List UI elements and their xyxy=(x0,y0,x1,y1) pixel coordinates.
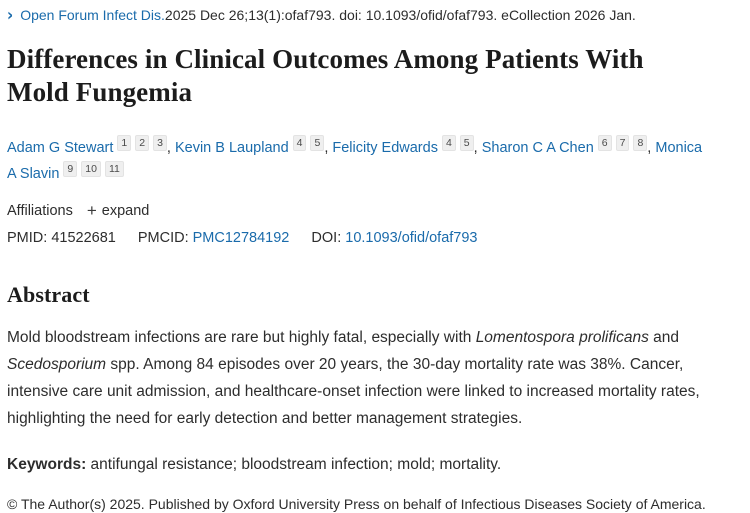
abstract-text-segment: Mold bloodstream infections are rare but… xyxy=(7,329,476,346)
doi-label: DOI: xyxy=(311,230,346,246)
author-link[interactable]: Kevin B Laupland xyxy=(174,140,289,156)
author-affiliation-number[interactable]: 5 xyxy=(310,135,325,151)
pmcid-item: PMCID: PMC12784192 xyxy=(138,230,290,246)
pmid-value: 41522681 xyxy=(51,230,116,246)
author-separator: , xyxy=(324,140,333,156)
keywords-label: Keywords: xyxy=(7,456,87,473)
author-affiliation-number[interactable]: 2 xyxy=(135,135,150,151)
author-separator: , xyxy=(647,140,656,156)
author-affiliation-number[interactable]: 4 xyxy=(441,135,456,151)
author-separator: , xyxy=(473,140,482,156)
keywords-line: Keywords: antifungal resistance; bloodst… xyxy=(7,454,742,476)
doi-item: DOI: 10.1093/ofid/ofaf793 xyxy=(311,230,477,246)
author-affiliation-number[interactable]: 5 xyxy=(459,135,474,151)
abstract-text-segment: Lomentospora prolificans xyxy=(475,329,649,346)
affiliations-label: Affiliations xyxy=(7,202,73,219)
doi-link[interactable]: 10.1093/ofid/ofaf793 xyxy=(345,230,478,246)
abstract-text-segment: spp. Among 84 episodes over 20 years, th… xyxy=(7,356,700,427)
copyright-notice: © The Author(s) 2025. Published by Oxfor… xyxy=(7,496,706,512)
keywords-text: antifungal resistance; bloodstream infec… xyxy=(86,456,502,473)
author-affiliation-number[interactable]: 8 xyxy=(633,135,648,151)
affiliations-row: Affiliations + expand xyxy=(7,202,742,219)
abstract-heading: Abstract xyxy=(7,282,90,307)
expand-label: expand xyxy=(101,202,150,219)
author-link[interactable]: Sharon C A Chen xyxy=(481,140,594,156)
author-affiliation-number[interactable]: 7 xyxy=(615,135,630,151)
affiliations-expand-button[interactable]: + expand xyxy=(87,202,150,219)
author-link[interactable]: Adam G Stewart xyxy=(7,140,114,156)
abstract-text-segment: and xyxy=(648,329,680,346)
abstract-text: Mold bloodstream infections are rare but… xyxy=(7,324,742,432)
article-title: Differences in Clinical Outcomes Among P… xyxy=(7,44,644,107)
citation-details: 2025 Dec 26;13(1):ofaf793. doi: 10.1093/… xyxy=(164,7,636,23)
chevron-right-icon[interactable]: › xyxy=(7,4,14,25)
author-affiliation-number[interactable]: 10 xyxy=(81,161,101,177)
author-affiliation-number[interactable]: 9 xyxy=(63,161,78,177)
abstract-text-segment: Scedosporium xyxy=(7,356,107,373)
author-link[interactable]: Felicity Edwards xyxy=(332,140,438,156)
journal-citation: › Open Forum Infect Dis. 2025 Dec 26;13(… xyxy=(7,6,742,24)
author-affiliation-number[interactable]: 1 xyxy=(117,135,132,151)
pmid-label: PMID: xyxy=(7,230,52,246)
pmcid-label: PMCID: xyxy=(137,230,193,246)
author-separator: , xyxy=(166,140,175,156)
author-list: Adam G Stewart 1 2 3, Kevin B Laupland 4 5, F… xyxy=(7,135,707,187)
identifiers-row: PMID: 41522681 PMCID: PMC12784192 DOI: 1… xyxy=(7,230,742,246)
journal-link[interactable]: Open Forum Infect Dis. xyxy=(20,7,165,23)
author-affiliation-number[interactable]: 4 xyxy=(292,135,307,151)
author-affiliation-number[interactable]: 11 xyxy=(104,161,124,177)
author-affiliation-number[interactable]: 6 xyxy=(597,135,612,151)
plus-icon: + xyxy=(86,201,97,220)
pmcid-link[interactable]: PMC12784192 xyxy=(192,230,290,246)
pmid-item: PMID: 41522681 xyxy=(7,230,116,246)
author-link[interactable]: Monica A Slavin xyxy=(7,140,703,182)
author-affiliation-number[interactable]: 3 xyxy=(153,135,167,151)
